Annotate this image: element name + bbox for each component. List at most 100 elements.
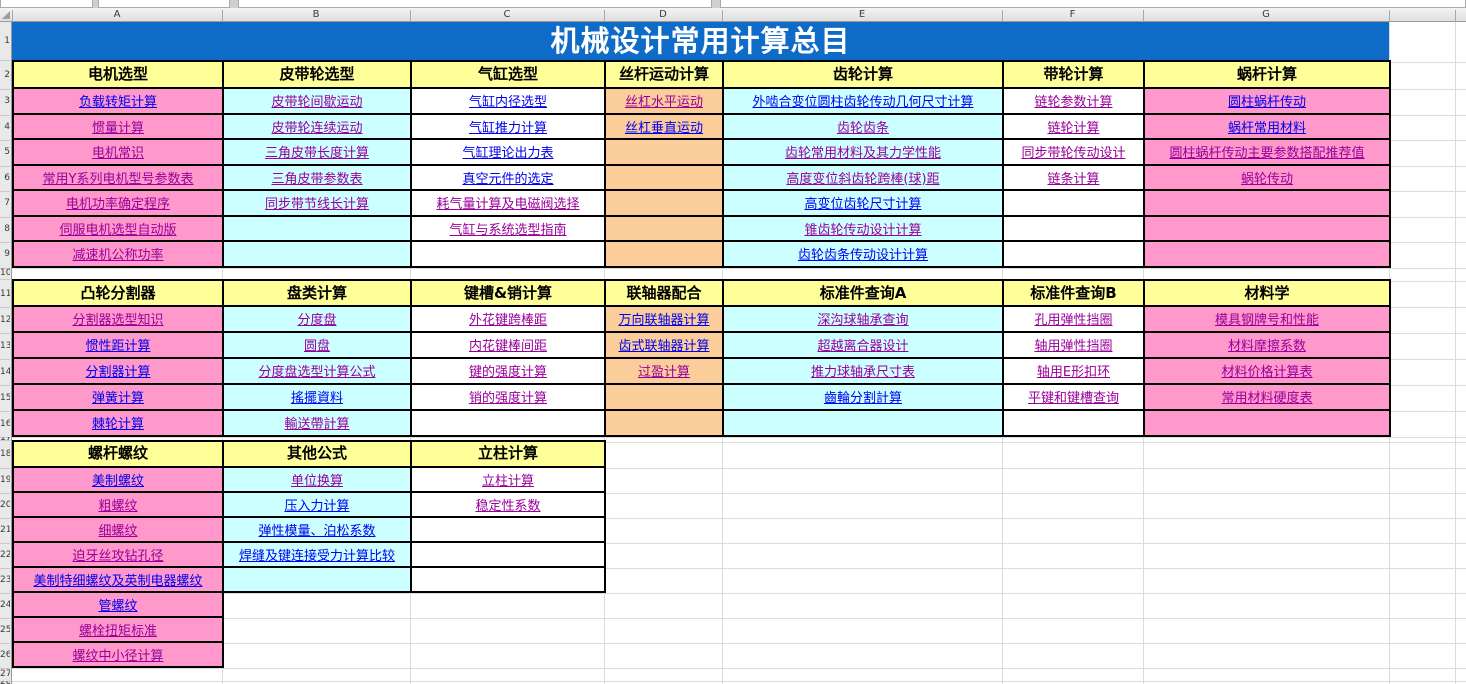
row-header-9[interactable]: 9 (0, 242, 10, 269)
hyperlink-模具钢牌号和性能[interactable]: 模具钢牌号和性能 (1214, 313, 1319, 328)
hyperlink-圆柱蜗杆传动[interactable]: 圆柱蜗杆传动 (1227, 95, 1306, 110)
column-header-E[interactable]: E (858, 9, 866, 20)
hyperlink-链轮计算[interactable]: 链轮计算 (1047, 120, 1100, 136)
hyperlink-减速机公称功率[interactable]: 减速机公称功率 (72, 248, 164, 263)
hyperlink-孔用弹性挡圈[interactable]: 孔用弹性挡圈 (1034, 313, 1113, 328)
hyperlink-惯量计算[interactable]: 惯量计算 (91, 120, 144, 136)
row-header-20[interactable]: 20 (0, 493, 10, 519)
hyperlink-迫牙丝攻钻孔径[interactable]: 迫牙丝攻钻孔径 (72, 548, 164, 564)
hyperlink-材料价格计算表[interactable]: 材料价格计算表 (1221, 365, 1313, 380)
hyperlink-超越离合器设计[interactable]: 超越离合器设计 (817, 339, 909, 354)
hyperlink-同步带节线长计算[interactable]: 同步带节线长计算 (264, 197, 369, 212)
hyperlink-同步带轮传动设计[interactable]: 同步带轮传动设计 (1021, 146, 1126, 161)
hyperlink-蜗轮传动[interactable]: 蜗轮传动 (1240, 171, 1293, 187)
select-all-corner-icon[interactable] (2, 11, 10, 19)
hyperlink-稳定性系数[interactable]: 稳定性系数 (475, 498, 541, 514)
column-header-G[interactable]: G (1262, 9, 1270, 20)
hyperlink-齿式联轴器计算[interactable]: 齿式联轴器计算 (618, 339, 710, 354)
row-header-16[interactable]: 16 (0, 411, 10, 438)
hyperlink-美制螺纹[interactable]: 美制螺纹 (91, 473, 144, 489)
hyperlink-深沟球轴承查询[interactable]: 深沟球轴承查询 (817, 313, 909, 328)
hyperlink-美制特细螺纹及英制电器螺纹[interactable]: 美制特细螺纹及英制电器螺纹 (33, 573, 203, 589)
hyperlink-耗气量计算及电磁阀选择[interactable]: 耗气量计算及电磁阀选择 (436, 197, 580, 212)
hyperlink-高变位齿轮尺寸计算[interactable]: 高变位齿轮尺寸计算 (804, 197, 922, 212)
column-header-C[interactable]: C (503, 9, 511, 20)
row-header-11[interactable]: 11 (0, 281, 10, 308)
hyperlink-管螺纹[interactable]: 管螺纹 (98, 598, 138, 614)
hyperlink-螺栓扭矩标准[interactable]: 螺栓扭矩标准 (78, 623, 157, 639)
row-header-10[interactable]: 10 (0, 268, 10, 280)
hyperlink-棘轮计算[interactable]: 棘轮计算 (91, 417, 144, 432)
hyperlink-弹性模量、泊松系数[interactable]: 弹性模量、泊松系数 (258, 523, 376, 539)
hyperlink-真空元件的选定[interactable]: 真空元件的选定 (462, 171, 554, 187)
row-header-18[interactable]: 18 (0, 442, 10, 469)
hyperlink-负载转矩计算[interactable]: 负载转矩计算 (78, 95, 157, 110)
hyperlink-过盈计算[interactable]: 过盈计算 (637, 365, 690, 380)
hyperlink-高度变位斜齿轮跨棒(球)距[interactable]: 高度变位斜齿轮跨棒(球)距 (786, 171, 940, 187)
row-header-25[interactable]: 25 (0, 618, 10, 644)
hyperlink-键的强度计算[interactable]: 键的强度计算 (468, 365, 547, 380)
hyperlink-气缸与系统选型指南[interactable]: 气缸与系统选型指南 (449, 222, 567, 238)
row-header-27[interactable]: 27 (0, 668, 10, 682)
hyperlink-丝杠水平运动[interactable]: 丝杠水平运动 (624, 95, 703, 110)
hyperlink-气缸推力计算[interactable]: 气缸推力计算 (468, 120, 547, 136)
row-header-17[interactable]: 17 (0, 437, 10, 441)
hyperlink-电机功率确定程序[interactable]: 电机功率确定程序 (65, 197, 170, 212)
hyperlink-材料摩擦系数[interactable]: 材料摩擦系数 (1227, 339, 1306, 354)
hyperlink-粗螺纹[interactable]: 粗螺纹 (98, 498, 138, 514)
hyperlink-分度盘选型计算公式[interactable]: 分度盘选型计算公式 (258, 365, 376, 380)
hyperlink-电机常识[interactable]: 电机常识 (91, 146, 144, 161)
hyperlink-螺纹中小径计算[interactable]: 螺纹中小径计算 (72, 648, 164, 664)
hyperlink-立柱计算[interactable]: 立柱计算 (481, 473, 534, 489)
row-header-8[interactable]: 8 (0, 217, 10, 243)
row-header-12[interactable]: 12 (0, 307, 10, 334)
hyperlink-齿轮齿条[interactable]: 齿轮齿条 (836, 120, 889, 136)
row-header-3[interactable]: 3 (0, 89, 10, 116)
hyperlink-内花键棒间距[interactable]: 内花键棒间距 (468, 339, 547, 354)
hyperlink-皮带轮连续运动[interactable]: 皮带轮连续运动 (271, 120, 363, 136)
hyperlink-气缸理论出力表[interactable]: 气缸理论出力表 (462, 146, 554, 161)
column-header-D[interactable]: D (659, 9, 667, 20)
row-headers[interactable]: 1234567891011121314151617181920212223242… (0, 22, 12, 684)
row-header-23[interactable]: 23 (0, 568, 10, 594)
hyperlink-轴用弹性挡圈[interactable]: 轴用弹性挡圈 (1034, 339, 1113, 354)
hyperlink-齿轮齿条传动设计计算[interactable]: 齿轮齿条传动设计计算 (797, 248, 928, 263)
hyperlink-销的强度计算[interactable]: 销的强度计算 (468, 391, 547, 406)
hyperlink-焊缝及键连接受力计算比较[interactable]: 焊缝及键连接受力计算比较 (238, 548, 395, 564)
hyperlink-推力球轴承尺寸表[interactable]: 推力球轴承尺寸表 (810, 365, 915, 380)
hyperlink-圆柱蜗杆传动主要参数搭配推荐值[interactable]: 圆柱蜗杆传动主要参数搭配推荐值 (1169, 146, 1365, 161)
row-header-13[interactable]: 13 (0, 333, 10, 360)
hyperlink-细螺纹[interactable]: 细螺纹 (98, 523, 138, 539)
hyperlink-链条计算[interactable]: 链条计算 (1047, 171, 1100, 187)
column-header-A[interactable]: A (113, 9, 121, 20)
hyperlink-三角皮带长度计算[interactable]: 三角皮带长度计算 (264, 146, 369, 161)
hyperlink-皮带轮间歇运动[interactable]: 皮带轮间歇运动 (271, 95, 363, 110)
hyperlink-常用材料硬度表[interactable]: 常用材料硬度表 (1221, 391, 1313, 406)
hyperlink-搖擺資料[interactable]: 搖擺資料 (290, 391, 343, 406)
row-header-7[interactable]: 7 (0, 191, 10, 218)
hyperlink-外花键跨棒距[interactable]: 外花键跨棒距 (468, 313, 547, 328)
hyperlink-平键和键槽查询[interactable]: 平键和键槽查询 (1027, 391, 1119, 406)
hyperlink-压入力计算[interactable]: 压入力计算 (284, 498, 350, 514)
row-header-28[interactable]: 28 (0, 681, 10, 684)
hyperlink-气缸内径选型[interactable]: 气缸内径选型 (468, 95, 547, 110)
row-header-4[interactable]: 4 (0, 115, 10, 141)
hyperlink-伺服电机选型自动版[interactable]: 伺服电机选型自动版 (59, 222, 177, 238)
row-header-1[interactable]: 1 (0, 22, 10, 61)
column-headers[interactable]: A B C D E F G (0, 8, 1466, 22)
hyperlink-链轮参数计算[interactable]: 链轮参数计算 (1034, 95, 1113, 110)
hyperlink-惯性距计算[interactable]: 惯性距计算 (85, 339, 151, 354)
hyperlink-锥齿轮传动设计计算[interactable]: 锥齿轮传动设计计算 (804, 222, 922, 238)
hyperlink-弹簧计算[interactable]: 弹簧计算 (91, 391, 144, 406)
row-header-22[interactable]: 22 (0, 543, 10, 569)
row-header-21[interactable]: 21 (0, 518, 10, 544)
hyperlink-三角皮带参数表[interactable]: 三角皮带参数表 (271, 171, 363, 187)
row-header-19[interactable]: 19 (0, 468, 10, 494)
hyperlink-常用Y系列电机型号参数表[interactable]: 常用Y系列电机型号参数表 (42, 171, 194, 187)
row-header-5[interactable]: 5 (0, 140, 10, 167)
hyperlink-齿轮常用材料及其力学性能[interactable]: 齿轮常用材料及其力学性能 (784, 146, 941, 161)
hyperlink-单位换算[interactable]: 单位换算 (290, 473, 343, 489)
hyperlink-圆盘[interactable]: 圆盘 (303, 339, 330, 354)
row-header-14[interactable]: 14 (0, 359, 10, 386)
hyperlink-轴用E形扣环[interactable]: 轴用E形扣环 (1036, 365, 1111, 380)
